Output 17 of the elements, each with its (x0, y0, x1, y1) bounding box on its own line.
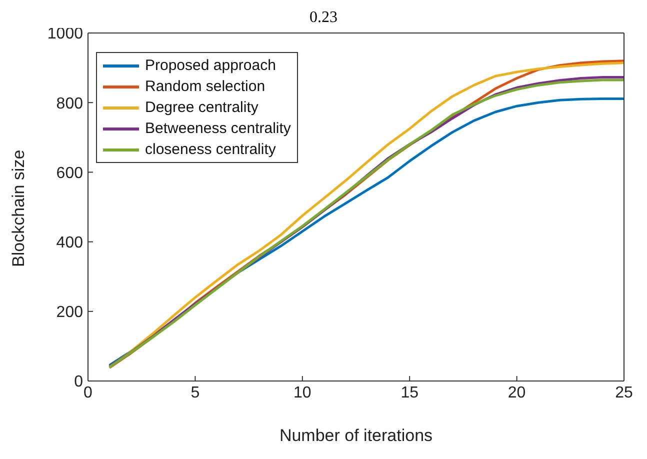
x-tick-label: 5 (190, 384, 200, 402)
chart-title: 0.23 (310, 9, 338, 26)
x-axis-title: Number of iterations (279, 426, 433, 445)
legend-label: Betweeness centrality (145, 120, 291, 137)
legend-label: Proposed approach (145, 57, 276, 74)
legend-label: closeness centrality (145, 141, 276, 158)
y-tick-label: 200 (56, 304, 84, 322)
y-tick-label: 600 (56, 164, 84, 182)
y-tick-label: 800 (56, 95, 84, 112)
y-tick-label: 400 (56, 234, 84, 252)
x-tick-label: 10 (294, 384, 312, 402)
y-axis-title: Blockchain size (9, 150, 28, 267)
x-tick-label: 25 (615, 384, 633, 402)
x-tick-label: 20 (508, 384, 526, 402)
x-tick-label: 15 (400, 384, 419, 402)
legend-label: Degree centrality (145, 99, 258, 116)
legend-label: Random selection (145, 78, 266, 95)
